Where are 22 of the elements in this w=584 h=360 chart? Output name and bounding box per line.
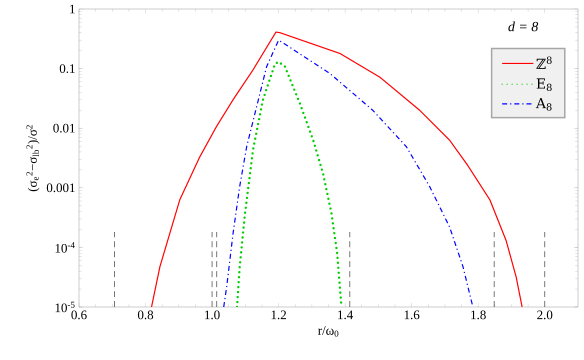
x-tick-label: 1.6 xyxy=(404,310,420,320)
y-tick-label: 1 xyxy=(70,4,75,14)
x-tick-label: 1.8 xyxy=(471,310,486,320)
legend-label: E$_{8}$ xyxy=(536,78,552,91)
x-tick-label: 1.4 xyxy=(338,310,354,320)
y-tick-label: 0.1 xyxy=(60,64,75,74)
x-axis-title: r/ω$_{0}$ xyxy=(318,326,338,337)
line-series xyxy=(236,60,343,308)
y-tick-label: 0.001 xyxy=(46,183,75,192)
x-tick-label: 0.8 xyxy=(138,310,154,320)
x-tick-label: 0.6 xyxy=(71,310,87,320)
y-axis-title: (σ$_{e}$$^{2}$−σ$_{lb}$$^{2}$)/σ$^{2}$ xyxy=(26,125,40,192)
line-series xyxy=(150,31,523,308)
x-tick-label: 1.2 xyxy=(272,310,286,320)
legend-label: A$_{8}$ xyxy=(536,98,552,111)
legend-label: ℤ$^{8}$ xyxy=(536,56,552,69)
y-tick-label: 10$^{-4}$ xyxy=(56,242,75,253)
x-tick-label: 2.0 xyxy=(537,310,552,320)
x-tick-label: 1.0 xyxy=(205,310,220,320)
line-series xyxy=(223,40,474,308)
annotation: d = 8 xyxy=(508,21,538,32)
y-tick-label: 0.01 xyxy=(53,124,75,133)
